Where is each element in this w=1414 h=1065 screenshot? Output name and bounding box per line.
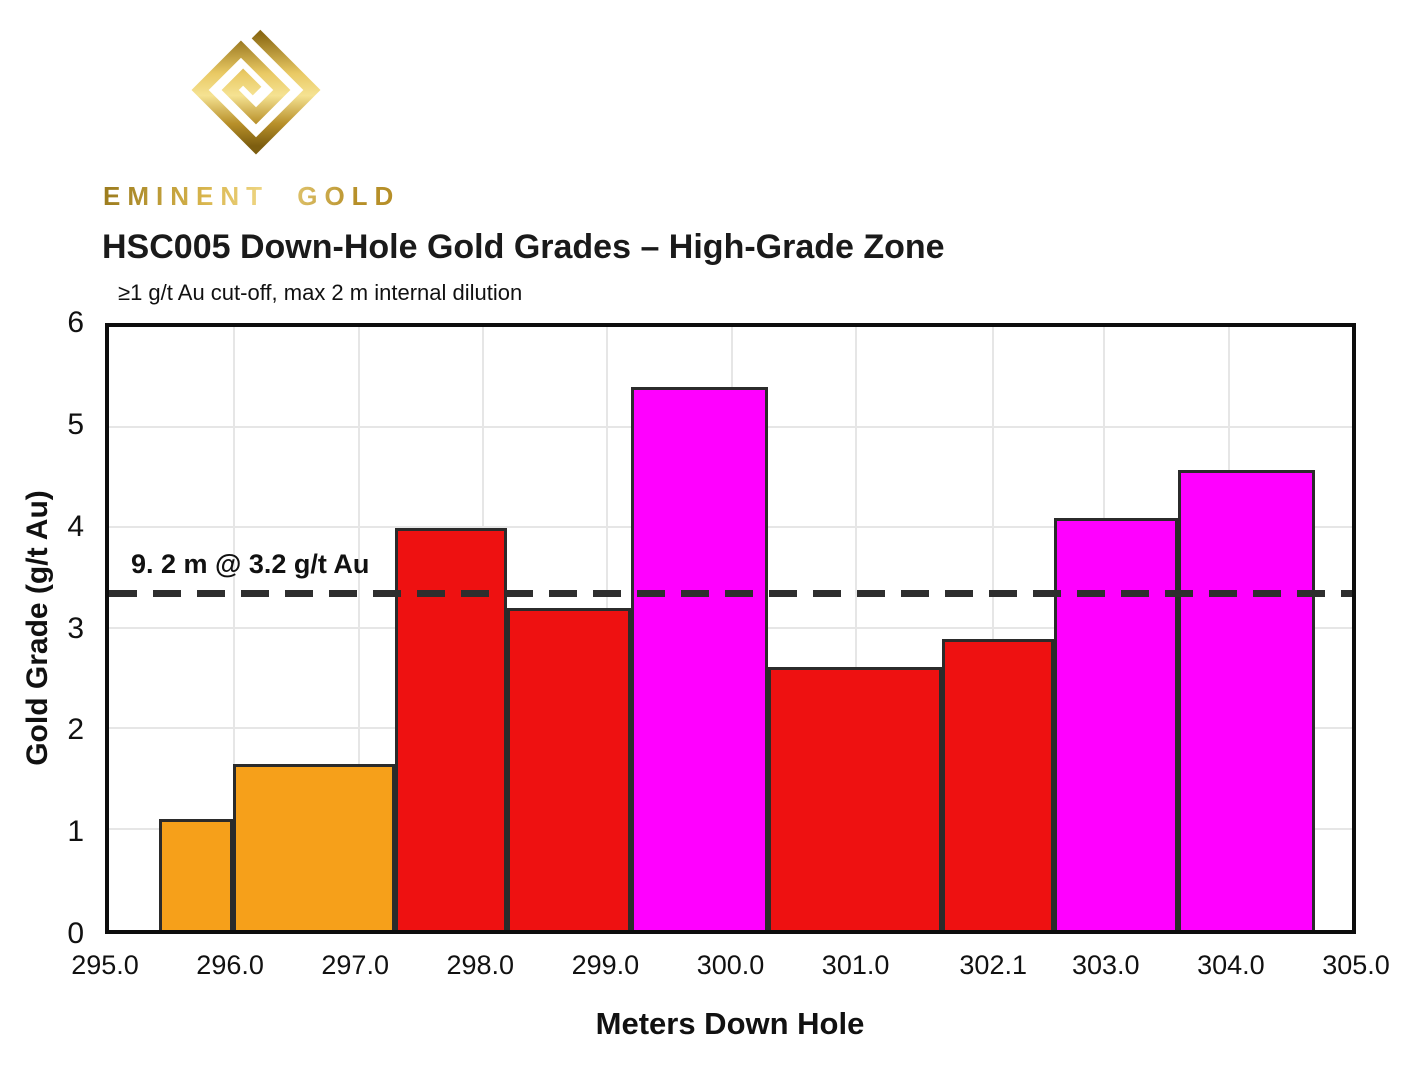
- y-tick-label: 5: [67, 407, 84, 441]
- average-grade-dashed-line: [109, 589, 1352, 597]
- plot-area: 9. 2 m @ 3.2 g/t Au: [105, 323, 1356, 934]
- x-tick-label: 303.0: [1072, 950, 1140, 980]
- y-axis-ticks: 0 1 2 3 4 5 6: [0, 306, 92, 950]
- x-tick-label: 296.0: [196, 950, 264, 980]
- grade-bar: [1053, 517, 1178, 930]
- grade-bar: [941, 638, 1054, 930]
- x-tick-label: 297.0: [321, 950, 389, 980]
- y-tick-label: 3: [67, 611, 84, 645]
- grade-bar: [1177, 469, 1315, 930]
- gridline-vertical: [357, 327, 360, 930]
- y-tick-label: 2: [67, 713, 84, 747]
- x-tick-label: 302.1: [959, 950, 1027, 980]
- x-tick-label: 304.0: [1197, 950, 1265, 980]
- x-axis-ticks: 295.0 296.0 297.0 298.0 299.0 300.0 301.0 302.1…: [71, 950, 1390, 990]
- gridline-vertical: [854, 327, 857, 930]
- gridline-vertical: [233, 327, 236, 930]
- x-tick-label: 298.0: [446, 950, 515, 980]
- grade-bar: [506, 608, 632, 930]
- y-tick-label: 1: [67, 815, 84, 849]
- y-tick-label: 4: [67, 509, 84, 543]
- x-tick-label: 301.0: [821, 950, 890, 980]
- x-tick-label: 295.0: [71, 950, 139, 980]
- grade-bar: [233, 764, 395, 930]
- grade-bar: [158, 819, 234, 930]
- eminent-gold-logo-icon: [191, 29, 321, 155]
- x-axis-label: Meters Down Hole: [595, 1006, 865, 1041]
- y-tick-label: 0: [67, 917, 84, 950]
- x-tick-label: 299.0: [571, 950, 640, 980]
- chart-subtitle: ≥1 g/t Au cut-off, max 2 m internal dilu…: [118, 280, 523, 305]
- x-tick-label: 305.0: [1322, 950, 1390, 980]
- brand-name: EMINENT GOLD: [103, 181, 401, 211]
- grade-bar: [631, 387, 768, 930]
- grade-bar: [767, 666, 942, 930]
- interval-annotation: 9. 2 m @ 3.2 g/t Au: [131, 548, 370, 579]
- y-tick-label: 6: [67, 306, 84, 339]
- gridline-vertical: [991, 327, 994, 930]
- grade-bar: [394, 528, 507, 930]
- chart-title: HSC005 Down-Hole Gold Grades – High-Grad…: [102, 228, 945, 266]
- x-tick-label: 300.0: [696, 950, 765, 980]
